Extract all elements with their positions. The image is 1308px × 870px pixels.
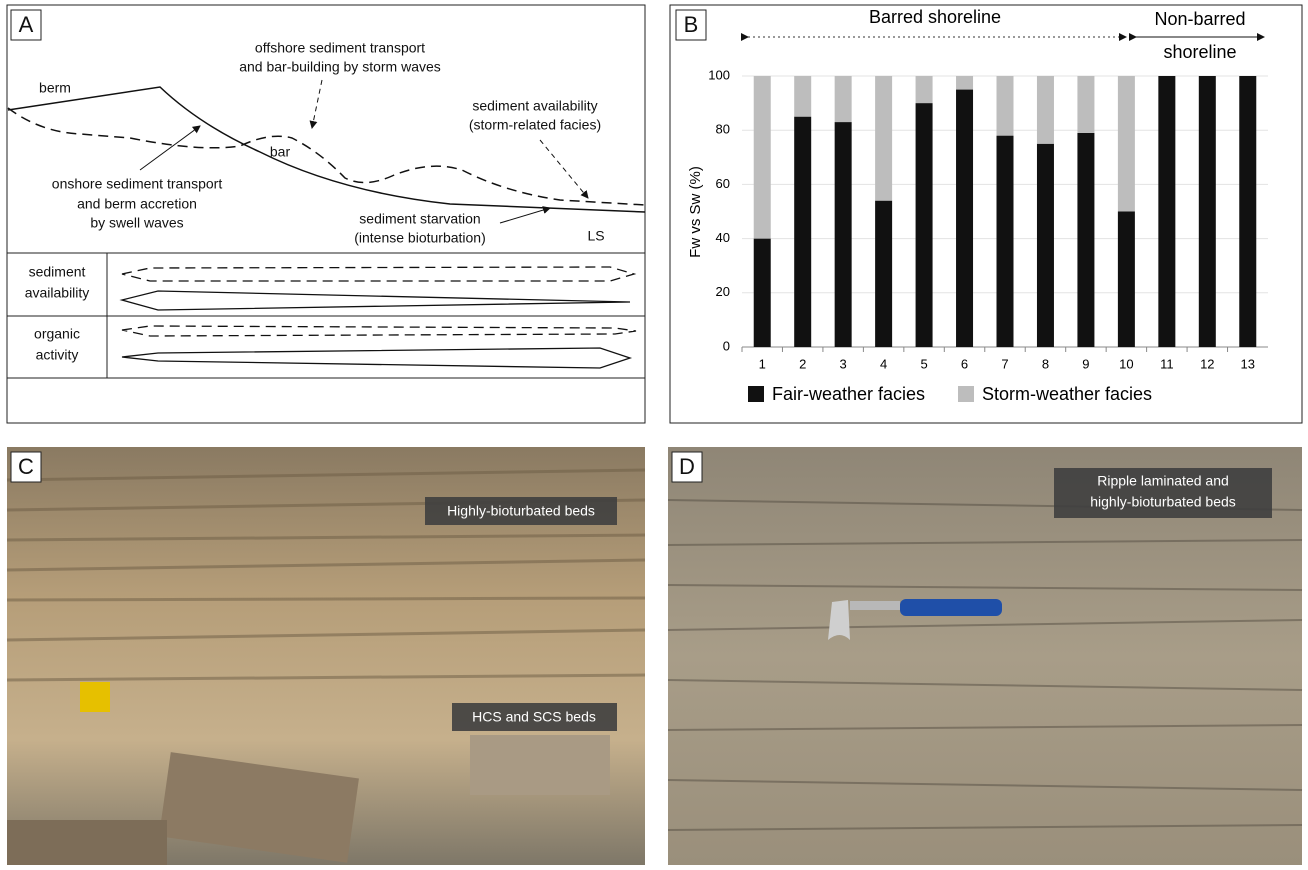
panel-label: A	[19, 12, 34, 37]
bar-segment	[794, 76, 811, 117]
bar-segment	[1158, 76, 1175, 347]
panel-label: B	[684, 12, 699, 37]
x-tick-label: 12	[1200, 356, 1214, 371]
panel-c: C Highly-bioturbated beds HCS and SCS be…	[7, 447, 645, 865]
x-tick-label: 11	[1160, 356, 1174, 371]
rock	[7, 820, 167, 865]
x-tick-label: 3	[840, 356, 847, 371]
x-tick-label: 1	[759, 356, 766, 371]
annotation: Non-barred	[1154, 9, 1245, 29]
text: onshore sediment transport	[52, 176, 223, 192]
text: and berm accretion	[77, 196, 197, 212]
photo-caption: HCS and SCS beds	[472, 709, 596, 725]
text: sediment starvation	[359, 211, 480, 227]
y-tick-label: 40	[716, 230, 730, 245]
text: (storm-related facies)	[469, 117, 601, 133]
x-tick-label: 10	[1119, 356, 1133, 371]
panel-d: D Ripple laminated and highly-bioturbate…	[668, 447, 1302, 865]
text: berm	[39, 80, 71, 96]
x-tick-label: 2	[799, 356, 806, 371]
x-tick-label: 4	[880, 356, 887, 371]
annotation: Barred shoreline	[869, 7, 1001, 27]
bar-segment	[1118, 212, 1135, 348]
y-tick-label: 20	[716, 284, 730, 299]
panel-b: B Barred shoreline Non-barred shoreline …	[670, 5, 1302, 423]
row-label: organic	[34, 326, 80, 342]
panel-label: D	[679, 454, 695, 479]
row-label: activity	[36, 347, 79, 363]
y-tick-label: 100	[708, 67, 730, 82]
text: and bar-building by storm waves	[239, 59, 441, 75]
bar-segment	[997, 76, 1014, 136]
rock	[470, 735, 610, 795]
hammer-shaft	[850, 601, 900, 610]
y-tick-label: 0	[723, 338, 730, 353]
row-label: availability	[25, 285, 90, 301]
bar-segment	[875, 201, 892, 347]
bar-segment	[956, 90, 973, 347]
panel-a: A berm bar offshore sediment transport a…	[7, 5, 645, 423]
object	[80, 682, 110, 712]
x-tick-label: 6	[961, 356, 968, 371]
photo-caption: highly-bioturbated beds	[1090, 494, 1236, 510]
bar-segment	[835, 76, 852, 122]
bar-segment	[916, 76, 933, 103]
bar-segment	[1037, 76, 1054, 144]
x-tick-label: 7	[1001, 356, 1008, 371]
bar-segment	[956, 76, 973, 90]
hammer-grip	[900, 599, 1002, 616]
bar-segment	[1037, 144, 1054, 347]
bar-segment	[997, 136, 1014, 347]
x-tick-label: 9	[1082, 356, 1089, 371]
page: A berm bar offshore sediment transport a…	[0, 0, 1308, 865]
x-tick-label: 8	[1042, 356, 1049, 371]
text: bar	[270, 144, 291, 160]
bar-segment	[835, 122, 852, 347]
bar-segment	[1077, 76, 1094, 133]
photo-caption: Highly-bioturbated beds	[447, 503, 595, 519]
bar-segment	[1199, 76, 1216, 347]
panel-label: C	[18, 454, 34, 479]
annotation: shoreline	[1163, 42, 1236, 62]
bar-segment	[1077, 133, 1094, 347]
bar-segment	[794, 117, 811, 347]
legend-swatch	[958, 386, 974, 402]
legend-swatch	[748, 386, 764, 402]
text: sediment availability	[472, 98, 597, 114]
bar-segment	[754, 76, 771, 239]
bar-segment	[875, 76, 892, 201]
text: offshore sediment transport	[255, 40, 425, 56]
y-tick-label: 60	[716, 176, 730, 191]
bar-segment	[916, 103, 933, 347]
y-axis-label: Fw vs Sw (%)	[687, 166, 704, 258]
bar-segment	[1239, 76, 1256, 347]
text: LS	[587, 228, 604, 244]
y-tick-label: 80	[716, 122, 730, 137]
figure: A berm bar offshore sediment transport a…	[0, 0, 1308, 865]
legend-label: Storm-weather facies	[982, 384, 1152, 404]
photo-caption: Ripple laminated and	[1097, 473, 1229, 489]
x-tick-label: 5	[920, 356, 927, 371]
bar-segment	[754, 239, 771, 347]
x-tick-label: 13	[1241, 356, 1255, 371]
text: (intense bioturbation)	[354, 230, 486, 246]
bar-segment	[1118, 76, 1135, 212]
legend-label: Fair-weather facies	[772, 384, 925, 404]
text: by swell waves	[90, 215, 183, 231]
row-label: sediment	[29, 264, 86, 280]
